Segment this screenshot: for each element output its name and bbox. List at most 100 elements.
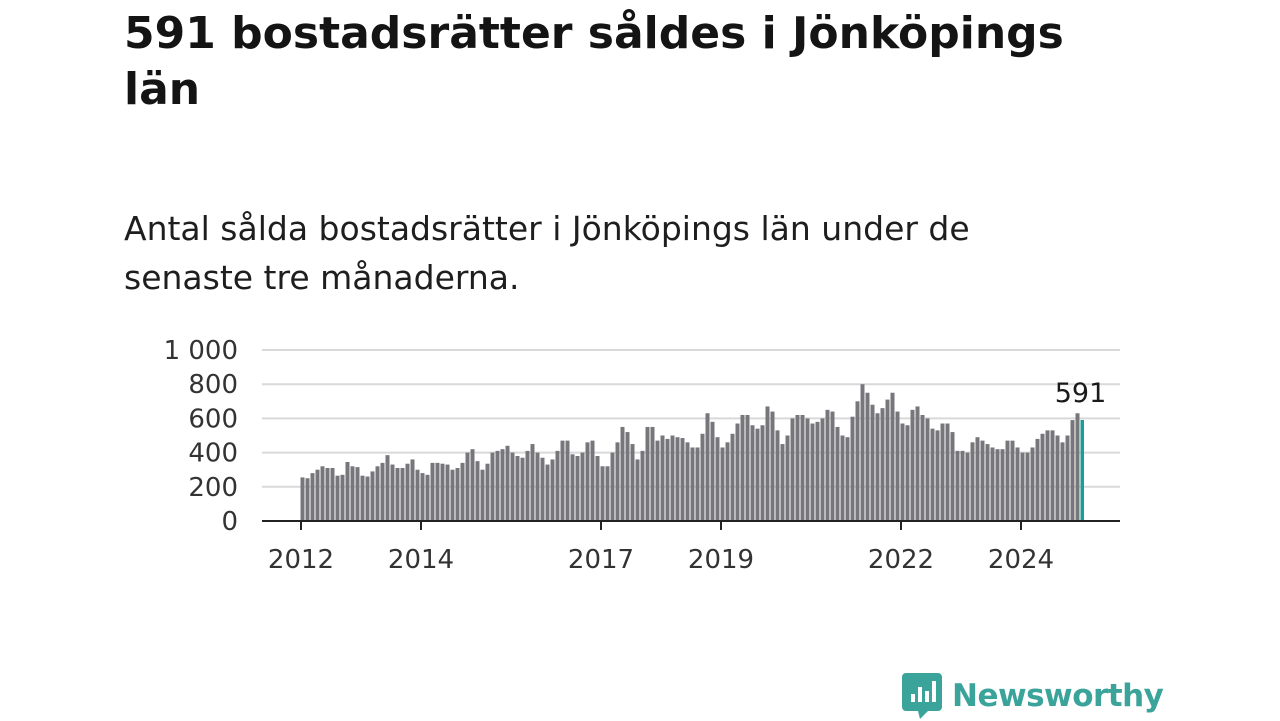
bar	[615, 442, 620, 521]
bar	[390, 464, 395, 521]
chart-subtitle: Antal sålda bostadsrätter i Jönköpings l…	[124, 209, 970, 297]
bar	[310, 473, 315, 521]
bar-latest	[1080, 419, 1084, 521]
bar	[1055, 435, 1060, 521]
bar	[890, 392, 895, 521]
bar	[745, 414, 750, 521]
bar	[925, 418, 930, 521]
bar	[805, 418, 810, 521]
bar	[410, 459, 415, 521]
bar	[940, 423, 945, 521]
bar	[515, 456, 520, 521]
bar	[900, 423, 905, 521]
bar	[710, 421, 715, 521]
bar	[570, 454, 575, 521]
bar	[330, 467, 335, 521]
bar	[435, 462, 440, 521]
bar	[315, 469, 320, 521]
bar	[1065, 435, 1070, 521]
bar	[795, 414, 800, 521]
bar	[760, 425, 765, 521]
bar	[1070, 420, 1075, 521]
bar	[840, 435, 845, 521]
bar	[335, 475, 340, 521]
bar	[740, 414, 745, 521]
bar	[495, 450, 500, 521]
bar	[555, 450, 560, 521]
bar	[1075, 413, 1080, 521]
bar	[1025, 452, 1030, 521]
y-tick-label: 1 000	[164, 336, 238, 366]
brand-logo: Newsworthy	[902, 671, 1164, 721]
bar	[375, 466, 380, 521]
bar	[355, 467, 360, 521]
bar	[720, 447, 725, 521]
bar	[875, 413, 880, 521]
x-tick-label: 2017	[568, 545, 634, 575]
y-tick-label: 600	[188, 404, 238, 434]
bar	[460, 462, 465, 521]
bar	[605, 466, 610, 521]
bar	[800, 414, 805, 521]
bar	[705, 413, 710, 521]
y-tick-label: 800	[188, 370, 238, 400]
bar	[755, 428, 760, 521]
bar	[830, 411, 835, 521]
bar	[765, 406, 770, 521]
bar	[305, 478, 310, 521]
x-tick-label: 2012	[268, 545, 334, 575]
bar	[300, 477, 305, 521]
bar	[480, 469, 485, 521]
x-axis: 2012 2014 2017 2019 2022 2024	[268, 521, 1054, 575]
y-tick-label: 200	[188, 473, 238, 503]
bar	[790, 418, 795, 521]
bar	[660, 435, 665, 521]
bar	[550, 459, 555, 521]
bar	[1005, 440, 1010, 521]
bar	[975, 437, 980, 521]
bar	[850, 416, 855, 521]
bar	[385, 455, 390, 521]
bar	[565, 440, 570, 521]
bar	[610, 452, 615, 521]
bar	[360, 475, 365, 521]
bar	[1045, 430, 1050, 521]
bar	[690, 447, 695, 521]
bar	[695, 447, 700, 521]
bar	[685, 442, 690, 521]
bar	[935, 430, 940, 521]
bar	[970, 442, 975, 521]
bar	[595, 456, 600, 521]
bar	[320, 466, 325, 521]
bar	[1060, 442, 1065, 521]
bar	[425, 474, 430, 521]
bar	[370, 471, 375, 521]
bar	[505, 445, 510, 521]
bar	[820, 418, 825, 521]
bar	[1035, 438, 1040, 521]
bar	[475, 461, 480, 521]
y-axis-labels: 0 200 400 600 800 1 000	[164, 336, 238, 537]
bar	[835, 426, 840, 521]
brand-name: Newsworthy	[952, 678, 1164, 714]
bar	[680, 438, 685, 521]
bar	[670, 435, 675, 521]
bar	[530, 444, 535, 521]
bar	[960, 450, 965, 521]
x-tick-label: 2022	[868, 545, 934, 575]
bar	[1030, 447, 1035, 521]
bar	[430, 462, 435, 521]
bar	[675, 437, 680, 521]
bar	[950, 432, 955, 521]
bar	[785, 435, 790, 521]
bar	[350, 466, 355, 521]
x-tick-label: 2019	[688, 545, 754, 575]
bar	[500, 449, 505, 521]
bar	[485, 463, 490, 521]
bar	[700, 433, 705, 521]
bar	[590, 440, 595, 521]
bar	[655, 440, 660, 521]
bar	[325, 467, 330, 521]
bar	[520, 457, 525, 521]
